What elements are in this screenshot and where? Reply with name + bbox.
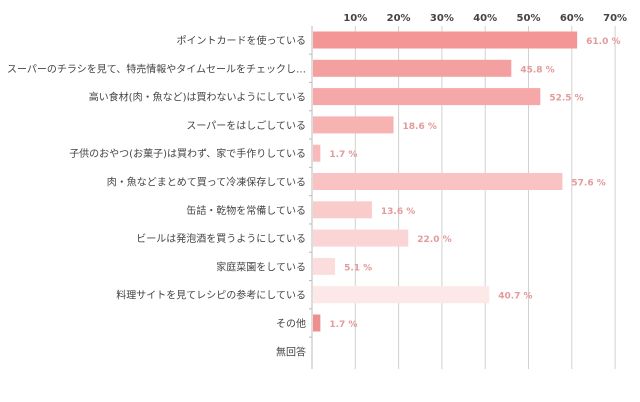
- x-tick-label: 10%: [343, 13, 367, 24]
- category-label: スーパーのチラシを見て、特売情報やタイムセールをチェックし…: [7, 62, 306, 75]
- data-label: 45.8 %: [520, 65, 554, 75]
- x-tick-label: 40%: [473, 13, 497, 24]
- bar: [313, 286, 490, 304]
- bar: [313, 31, 578, 49]
- data-label: 40.7 %: [498, 292, 532, 302]
- category-label: ポイントカードを使っている: [177, 34, 307, 47]
- bar: [313, 201, 372, 219]
- category-label: 無回答: [276, 345, 306, 358]
- category-label: 家庭菜園をしている: [216, 260, 306, 273]
- category-label: 料理サイトを見てレシピの参考にしている: [116, 289, 306, 302]
- bar: [313, 314, 321, 332]
- bar: [313, 144, 321, 162]
- category-label: スーパーをはしごしている: [186, 119, 306, 132]
- x-tick-label: 20%: [387, 13, 411, 24]
- data-label: 57.6 %: [571, 179, 605, 189]
- bar: [313, 173, 563, 190]
- x-tick-label: 30%: [430, 13, 454, 24]
- bar: [313, 116, 394, 134]
- bar: [313, 88, 541, 106]
- category-label: 高い食材(肉・魚など)は買わないようにしている: [89, 91, 306, 104]
- category-label: 肉・魚などまとめて買って冷凍保存している: [107, 176, 306, 189]
- data-label: 1.7 %: [329, 150, 357, 160]
- bar: [313, 229, 409, 247]
- x-tick-label: 50%: [517, 13, 541, 24]
- x-tick-label: 60%: [560, 13, 584, 24]
- data-label: 52.5 %: [549, 94, 583, 104]
- bar: [313, 257, 336, 275]
- data-label: 61.0 %: [586, 37, 620, 47]
- data-label: 5.1 %: [344, 263, 372, 273]
- category-label: 缶詰・乾物を常備している: [186, 204, 306, 217]
- bar: [313, 59, 512, 77]
- data-label: 13.6 %: [381, 207, 415, 217]
- data-label: 18.6 %: [403, 122, 437, 132]
- category-label: 子供のおやつ(お菓子)は買わず、家で手作りしている: [69, 147, 306, 160]
- x-tick-label: 70%: [603, 13, 627, 24]
- data-label: 1.7 %: [329, 320, 357, 330]
- data-label: 22.0 %: [417, 235, 451, 245]
- category-label: その他: [276, 317, 306, 330]
- category-label: ビールは発泡酒を買うようにしている: [136, 232, 306, 245]
